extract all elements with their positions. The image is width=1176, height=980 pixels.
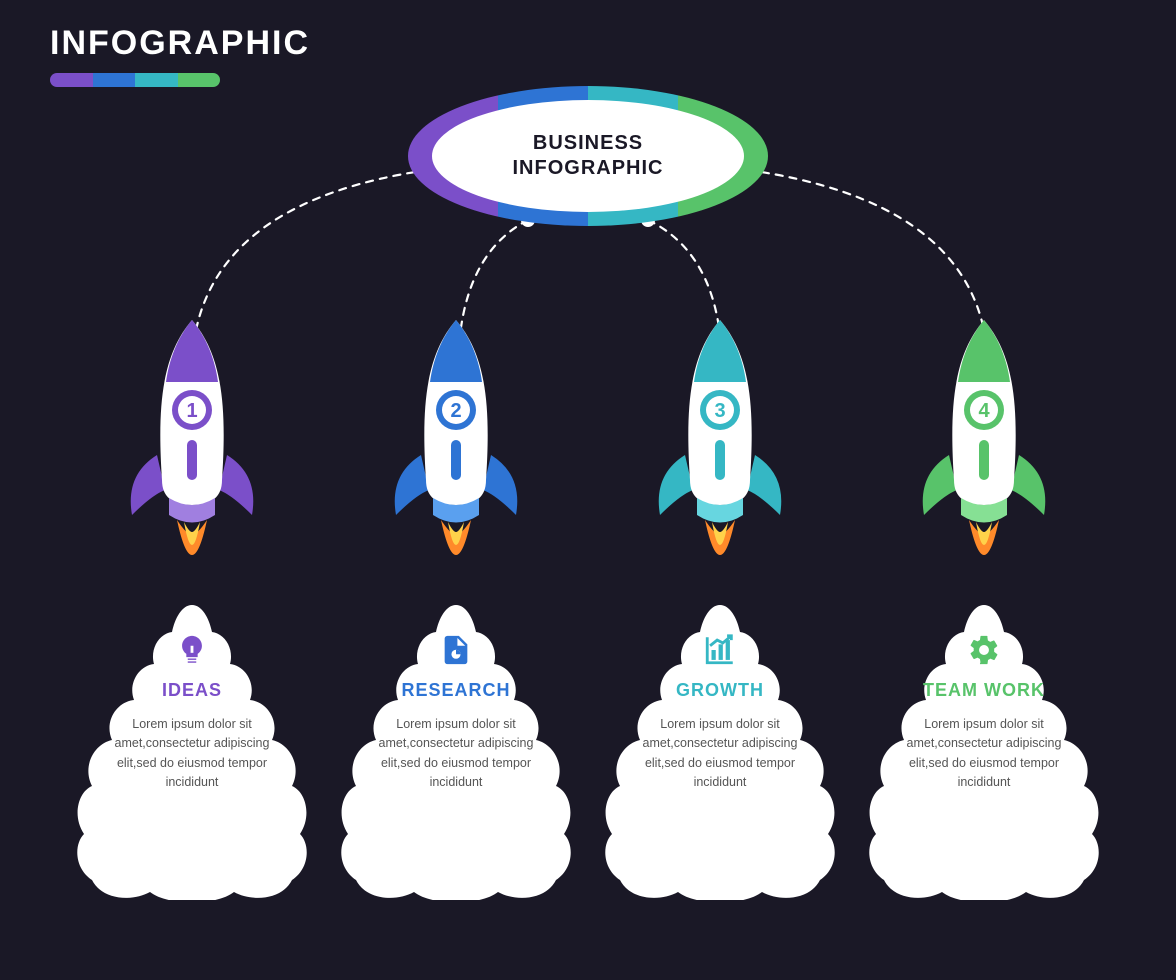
rocket-icon: 4 xyxy=(909,310,1059,590)
rocket-icon: 1 xyxy=(117,310,267,590)
svg-text:1: 1 xyxy=(186,400,197,422)
svg-text:4: 4 xyxy=(978,400,990,422)
cloud-title: TEAM WORK xyxy=(892,680,1076,701)
center-ellipse: BUSINESS INFOGRAPHIC xyxy=(408,86,768,226)
document-icon xyxy=(364,632,548,668)
cloud-desc: Lorem ipsum dolor sit amet,consectetur a… xyxy=(628,715,812,793)
center-title: BUSINESS INFOGRAPHIC xyxy=(513,131,664,181)
header: INFOGRAPHIC xyxy=(50,24,310,87)
center-title-line1: BUSINESS xyxy=(533,132,643,154)
center-title-line2: INFOGRAPHIC xyxy=(513,157,664,179)
svg-text:3: 3 xyxy=(714,400,725,422)
rockets-row: 1 IDEAS Lorem ipsum dolor sit amet,conse… xyxy=(0,310,1176,900)
svg-text:2: 2 xyxy=(450,400,461,422)
cloud-card: IDEAS Lorem ipsum dolor sit amet,consect… xyxy=(72,600,312,900)
rocket-column-1: 1 IDEAS Lorem ipsum dolor sit amet,conse… xyxy=(72,310,312,900)
gears-icon xyxy=(892,632,1076,668)
cloud-title: GROWTH xyxy=(628,680,812,701)
rocket-icon: 3 xyxy=(645,310,795,590)
rocket-column-4: 4 TEAM WORK Lorem ipsum dolor sit amet,c… xyxy=(864,310,1104,900)
cloud-card: TEAM WORK Lorem ipsum dolor sit amet,con… xyxy=(864,600,1104,900)
chart-icon xyxy=(628,632,812,668)
lightbulb-icon xyxy=(100,632,284,668)
cloud-title: RESEARCH xyxy=(364,680,548,701)
header-color-bar xyxy=(50,73,220,87)
cloud-card: GROWTH Lorem ipsum dolor sit amet,consec… xyxy=(600,600,840,900)
cloud-title: IDEAS xyxy=(100,680,284,701)
header-title: INFOGRAPHIC xyxy=(50,24,310,63)
cloud-card: RESEARCH Lorem ipsum dolor sit amet,cons… xyxy=(336,600,576,900)
cloud-desc: Lorem ipsum dolor sit amet,consectetur a… xyxy=(364,715,548,793)
cloud-desc: Lorem ipsum dolor sit amet,consectetur a… xyxy=(892,715,1076,793)
rocket-column-2: 2 RESEARCH Lorem ipsum dolor sit amet,co… xyxy=(336,310,576,900)
rocket-icon: 2 xyxy=(381,310,531,590)
rocket-column-3: 3 GROWTH Lorem ipsum dolor sit amet,cons… xyxy=(600,310,840,900)
cloud-desc: Lorem ipsum dolor sit amet,consectetur a… xyxy=(100,715,284,793)
